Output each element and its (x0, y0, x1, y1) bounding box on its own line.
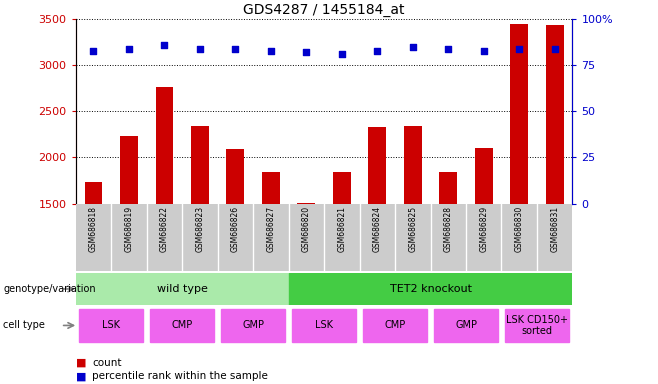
Point (478, 48, 489, 54)
Bar (76, 273, 289, 305)
Point (336, 51, 347, 57)
Point (266, 48, 276, 54)
Text: percentile rank within the sample: percentile rank within the sample (92, 371, 268, 381)
Bar (546, 25, 564, 342)
Text: TET2 knockout: TET2 knockout (390, 284, 472, 294)
Point (159, 42, 170, 48)
Text: GSM686824: GSM686824 (373, 205, 382, 252)
Bar (297, 203, 315, 342)
Bar (475, 148, 493, 342)
Text: CMP: CMP (172, 320, 193, 331)
Bar (434, 309, 498, 342)
Bar (262, 172, 280, 342)
Text: GSM686827: GSM686827 (266, 205, 275, 252)
Bar (505, 309, 569, 342)
Point (124, 46, 134, 52)
Point (549, 46, 560, 52)
Bar (511, 24, 528, 342)
Text: GSM686825: GSM686825 (408, 205, 417, 252)
Text: ■: ■ (76, 371, 86, 381)
Bar (289, 273, 572, 305)
Title: GDS4287 / 1455184_at: GDS4287 / 1455184_at (243, 3, 405, 17)
Text: ■: ■ (76, 358, 86, 368)
Point (372, 48, 382, 54)
Point (407, 44, 418, 50)
Text: GSM686828: GSM686828 (443, 205, 453, 252)
Text: cell type: cell type (3, 320, 45, 331)
Point (443, 46, 453, 52)
Text: count: count (92, 358, 122, 368)
Bar (363, 309, 427, 342)
Bar (191, 126, 209, 342)
Text: GSM686830: GSM686830 (515, 205, 524, 252)
Text: GSM686819: GSM686819 (124, 205, 134, 252)
Point (230, 46, 241, 52)
Text: GSM686831: GSM686831 (550, 205, 559, 252)
Text: GSM686818: GSM686818 (89, 205, 98, 252)
Text: LSK: LSK (102, 320, 120, 331)
Text: CMP: CMP (384, 320, 406, 331)
Text: GSM686823: GSM686823 (195, 205, 205, 252)
Text: LSK: LSK (315, 320, 333, 331)
Bar (221, 309, 285, 342)
Point (88, 48, 99, 54)
Bar (79, 309, 143, 342)
Point (301, 49, 312, 55)
Bar (333, 172, 351, 342)
Bar (404, 126, 422, 342)
Bar (155, 88, 173, 342)
Bar (150, 309, 214, 342)
Text: wild type: wild type (157, 284, 207, 294)
Bar (368, 127, 386, 342)
Text: LSK CD150+
sorted: LSK CD150+ sorted (506, 314, 568, 336)
Text: GMP: GMP (455, 320, 477, 331)
Bar (120, 136, 138, 342)
Text: GSM686829: GSM686829 (479, 205, 488, 252)
Text: GSM686826: GSM686826 (231, 205, 240, 252)
Bar (440, 172, 457, 342)
Point (195, 46, 205, 52)
Bar (84, 182, 102, 342)
Text: genotype/variation: genotype/variation (3, 284, 96, 294)
Text: GSM686822: GSM686822 (160, 205, 169, 252)
Point (514, 46, 524, 52)
Bar (226, 149, 244, 342)
Text: GMP: GMP (242, 320, 264, 331)
Text: GSM686820: GSM686820 (302, 205, 311, 252)
Text: GSM686821: GSM686821 (338, 205, 346, 252)
Bar (292, 309, 356, 342)
